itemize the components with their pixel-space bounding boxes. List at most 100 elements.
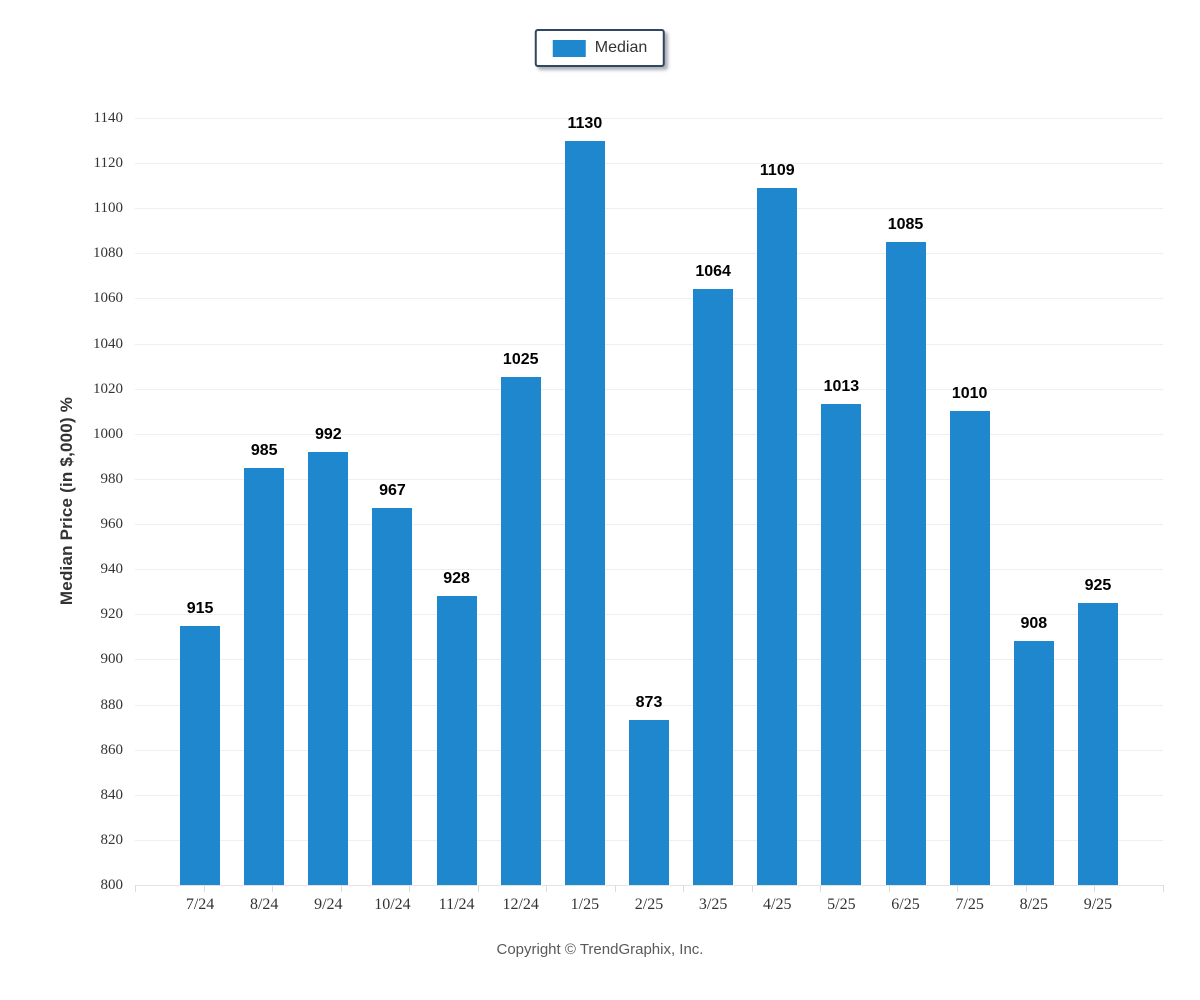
- bar-value-label: 925: [1084, 577, 1112, 594]
- bar-value-label: 908: [1020, 615, 1048, 633]
- x-axis-tick: [1163, 885, 1164, 892]
- bar: [500, 377, 541, 885]
- x-tick-label: 3/25: [698, 896, 728, 913]
- bar: [1077, 603, 1118, 885]
- gridline: [135, 118, 1163, 119]
- bar-value-label: 1010: [951, 385, 988, 403]
- x-axis-tick: [409, 885, 411, 892]
- bar: [1013, 641, 1054, 885]
- x-axis-tick: [1025, 885, 1027, 892]
- legend-label: Median: [594, 39, 648, 56]
- gridline: [135, 343, 1163, 345]
- gridline: [135, 253, 1163, 255]
- bar: [629, 720, 669, 885]
- x-tick-label: 8/24: [249, 896, 279, 913]
- x-axis-tick: [888, 885, 890, 892]
- x-axis-tick: [272, 885, 274, 892]
- gridline: [135, 433, 1163, 435]
- legend-swatch-icon: [552, 39, 586, 57]
- x-axis-tick: [135, 885, 136, 892]
- x-axis-tick: [546, 885, 548, 892]
- y-tick-label: 840: [100, 786, 124, 803]
- y-tick-label: 960: [100, 516, 124, 533]
- bar-value-label: 873: [635, 694, 663, 712]
- gridline: [135, 659, 1163, 661]
- x-tick-label: 9/24: [314, 896, 343, 913]
- gridline: [135, 163, 1163, 165]
- x-tick-label: 11/24: [438, 896, 475, 913]
- x-axis-tick: [683, 885, 685, 892]
- y-tick-label: 860: [100, 741, 124, 758]
- gridline: [135, 298, 1163, 300]
- bar: [885, 242, 926, 885]
- bar: [436, 596, 477, 885]
- x-tick-label: 8/25: [1019, 896, 1049, 913]
- bar-value-label: 1013: [823, 378, 860, 396]
- x-tick-label: 12/24: [502, 896, 539, 913]
- bar-value-label: 1025: [502, 351, 539, 369]
- y-tick-label: 1140: [93, 110, 123, 126]
- bar-value-label: 1064: [695, 263, 731, 281]
- x-tick-label: 10/24: [374, 896, 411, 913]
- bar: [757, 187, 798, 885]
- bar: [180, 625, 221, 885]
- y-tick-label: 800: [100, 877, 124, 893]
- x-tick-label: 5/25: [827, 896, 856, 913]
- bar: [821, 404, 862, 885]
- y-tick-label: 900: [100, 651, 124, 668]
- y-tick-label: 1060: [93, 290, 123, 307]
- bar-value-label: 928: [443, 570, 470, 588]
- x-tick-label: 1/25: [570, 896, 600, 913]
- y-tick-label: 880: [100, 696, 124, 713]
- bar: [949, 411, 990, 885]
- x-axis-tick: [340, 885, 342, 892]
- y-tick-label: 1080: [93, 245, 123, 262]
- x-tick-label: 6/25: [891, 896, 920, 913]
- legend-item-median[interactable]: Median: [534, 29, 666, 67]
- plot-area: 800 820 840 860 880 900 920 940 960 980 1000 1020 10…: [93, 110, 1164, 913]
- y-tick-label: 1100: [93, 200, 123, 217]
- x-axis-tick: [751, 885, 753, 892]
- bar-value-label: 985: [250, 441, 278, 459]
- x-axis-tick: [477, 885, 479, 892]
- bar-value-label: 1085: [887, 216, 924, 234]
- x-axis-tick: [1094, 885, 1096, 892]
- x-axis-tick: [820, 885, 822, 892]
- gridline: [135, 704, 1163, 706]
- x-tick-label: 7/24: [185, 896, 215, 913]
- bar: [372, 508, 413, 885]
- gridline: [135, 388, 1163, 390]
- bar-value-label: 1109: [759, 161, 795, 179]
- gridline: [135, 524, 1163, 526]
- x-tick-label: 9/25: [1083, 896, 1113, 913]
- bar: [693, 289, 734, 885]
- bar-value-label: 992: [314, 425, 342, 443]
- bar-value-label: 1130: [567, 114, 603, 132]
- y-tick-label: 1040: [93, 335, 123, 352]
- gridline: [135, 614, 1163, 616]
- copyright-text: Copyright © TrendGraphix, Inc.: [496, 941, 704, 958]
- x-axis-tick: [203, 885, 205, 892]
- bar-value-label: 915: [186, 599, 214, 617]
- bar: [244, 467, 285, 885]
- bar: [308, 451, 349, 885]
- x-axis-tick: [957, 885, 959, 892]
- x-tick-label: 4/25: [763, 896, 792, 913]
- x-axis-line: [135, 885, 1163, 886]
- x-tick-label: 2/25: [634, 896, 664, 913]
- y-tick-label: 1020: [93, 380, 123, 397]
- gridline: [135, 569, 1163, 571]
- bar-value-label: 967: [379, 482, 406, 500]
- gridline: [135, 478, 1163, 480]
- y-tick-label: 820: [100, 831, 124, 848]
- bar: [564, 140, 605, 885]
- gridline: [135, 208, 1163, 210]
- x-axis-tick: [614, 885, 616, 892]
- y-tick-label: 1120: [93, 155, 123, 172]
- x-tick-label: 7/25: [955, 896, 984, 913]
- y-tick-label: 940: [100, 561, 124, 578]
- y-tick-label: 920: [100, 606, 124, 623]
- y-tick-label: 1000: [93, 425, 123, 442]
- y-tick-label: 980: [100, 470, 124, 487]
